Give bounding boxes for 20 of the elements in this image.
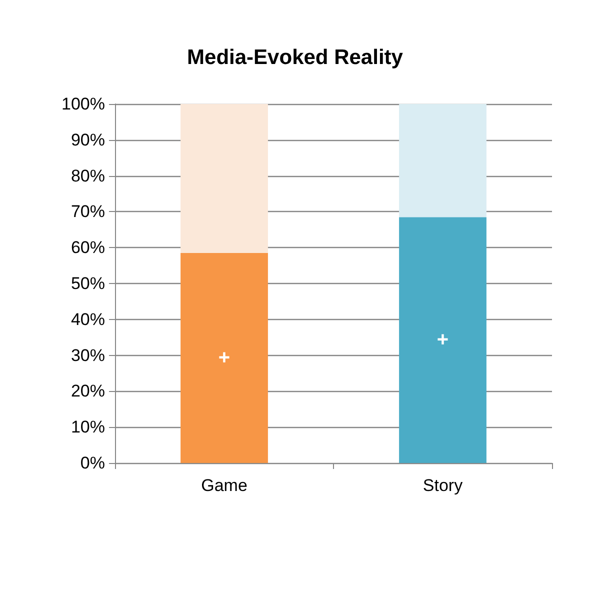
y-tick-label: 70%	[70, 202, 105, 222]
y-tick-label: 0%	[80, 454, 105, 472]
y-tick-label: 30%	[70, 346, 105, 365]
annotation: +	[218, 346, 230, 369]
x-tick-label: Game	[201, 476, 248, 495]
annotation: +	[436, 329, 449, 352]
bar	[180, 104, 268, 253]
y-tick-label: 50%	[70, 274, 105, 293]
x-tick-label: Story	[422, 476, 464, 495]
y-tick-label: 20%	[70, 382, 105, 401]
bar	[180, 252, 268, 463]
y-tick-label: 100%	[62, 94, 105, 114]
bar	[399, 104, 486, 218]
y-tick-label: 90%	[70, 130, 105, 150]
y-tick-label: 80%	[70, 166, 105, 186]
y-tick-label: 10%	[70, 418, 105, 437]
y-tick-label: 60%	[70, 238, 105, 258]
chart-title: Media-Evoked Reality	[187, 46, 404, 69]
bar	[399, 217, 486, 463]
y-tick-label: 40%	[70, 310, 105, 329]
